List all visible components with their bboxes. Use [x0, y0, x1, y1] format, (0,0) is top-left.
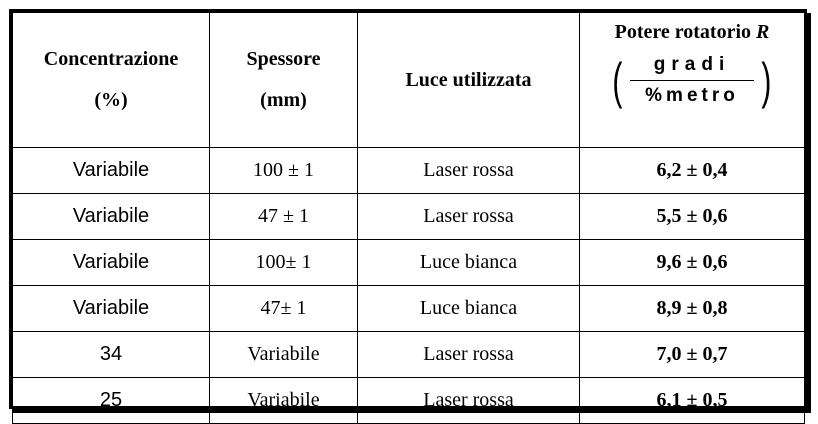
- unit-numerator: gradi: [653, 54, 731, 75]
- unit-denominator: %metro: [645, 85, 739, 106]
- rotatory-unit: ( gradi %metro ): [609, 54, 774, 107]
- cell-concentration: Variabile: [12, 147, 210, 194]
- cell-thickness: 100± 1: [209, 239, 358, 286]
- unit-fraction: gradi %metro: [630, 54, 754, 107]
- left-paren: (: [612, 52, 623, 109]
- table-row: 25 Variabile Laser rossa 6,1 ± 0,5: [12, 377, 805, 424]
- table-row: Variabile 47 ± 1 Laser rossa 5,5 ± 0,6: [12, 193, 805, 240]
- cell-concentration: Variabile: [12, 193, 210, 240]
- table-frame: Concentrazione (%) Spessore (mm) Luce ut…: [9, 9, 807, 424]
- cell-rotatory-power: 7,0 ± 0,7: [579, 331, 805, 378]
- header-rotatory-label: Potere rotatorio: [614, 21, 757, 43]
- right-paren: ): [761, 52, 772, 109]
- table-row: Variabile 47± 1 Luce bianca 8,9 ± 0,8: [12, 285, 805, 332]
- table-row: Variabile 100± 1 Luce bianca 9,6 ± 0,6: [12, 239, 805, 286]
- cell-rotatory-power: 6,1 ± 0,5: [579, 377, 805, 424]
- header-concentration-label: Concentrazione: [43, 48, 179, 70]
- table-row: Variabile 100 ± 1 Laser rossa 6,2 ± 0,4: [12, 147, 805, 194]
- header-row: Concentrazione (%) Spessore (mm) Luce ut…: [12, 12, 805, 148]
- header-rotatory-title: Potere rotatorio R: [580, 21, 804, 44]
- cell-thickness: 47 ± 1: [209, 193, 358, 240]
- cell-rotatory-power: 8,9 ± 0,8: [579, 285, 805, 332]
- fraction-bar: [630, 80, 754, 81]
- cell-thickness: 47± 1: [209, 285, 358, 332]
- table-row: 34 Variabile Laser rossa 7,0 ± 0,7: [12, 331, 805, 378]
- header-concentration-unit: (%): [94, 89, 128, 111]
- cell-thickness: 100 ± 1: [209, 147, 358, 194]
- cell-light: Luce bianca: [357, 285, 580, 332]
- cell-light: Laser rossa: [357, 147, 580, 194]
- cell-thickness: Variabile: [209, 331, 358, 378]
- cell-light: Luce bianca: [357, 239, 580, 286]
- cell-rotatory-power: 5,5 ± 0,6: [579, 193, 805, 240]
- cell-concentration: 25: [12, 377, 210, 424]
- cell-concentration: Variabile: [12, 285, 210, 332]
- header-thickness-label: Spessore: [246, 48, 321, 70]
- data-table: Concentrazione (%) Spessore (mm) Luce ut…: [12, 12, 805, 424]
- cell-light: Laser rossa: [357, 331, 580, 378]
- cell-concentration: 34: [12, 331, 210, 378]
- cell-thickness: Variabile: [209, 377, 358, 424]
- header-rotatory-power: Potere rotatorio R ( gradi %metro ): [579, 12, 805, 148]
- header-light: Luce utilizzata: [357, 12, 580, 148]
- cell-rotatory-power: 9,6 ± 0,6: [579, 239, 805, 286]
- cell-concentration: Variabile: [12, 239, 210, 286]
- cell-light: Laser rossa: [357, 377, 580, 424]
- cell-rotatory-power: 6,2 ± 0,4: [579, 147, 805, 194]
- header-thickness: Spessore (mm): [209, 12, 358, 148]
- header-thickness-unit: (mm): [260, 89, 307, 111]
- header-rotatory-symbol: R: [756, 21, 770, 43]
- header-light-label: Luce utilizzata: [405, 68, 532, 91]
- header-concentration: Concentrazione (%): [12, 12, 210, 148]
- cell-light: Laser rossa: [357, 193, 580, 240]
